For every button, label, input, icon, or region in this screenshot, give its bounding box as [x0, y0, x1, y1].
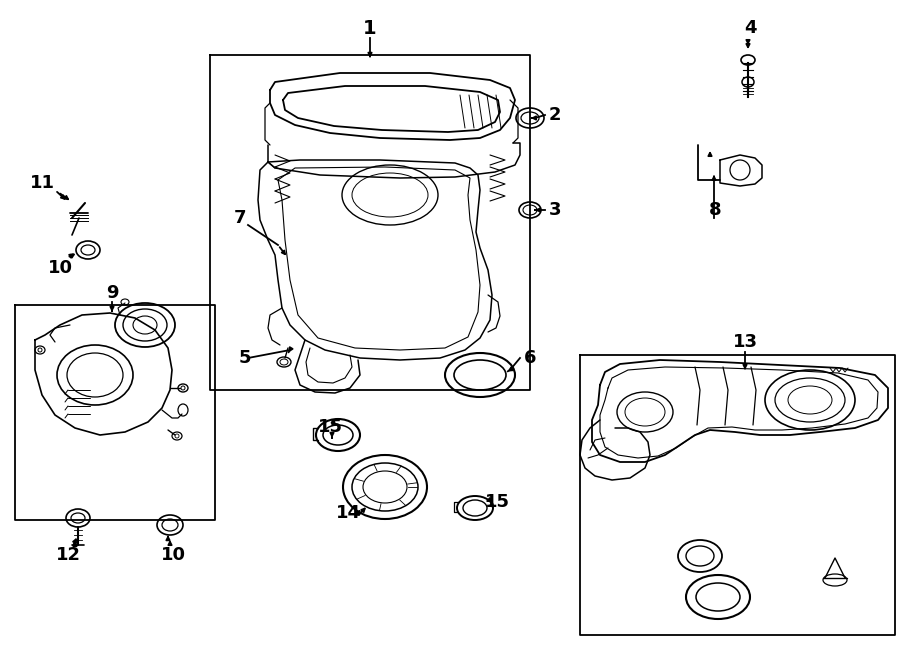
Ellipse shape [741, 55, 755, 65]
Text: 13: 13 [733, 333, 758, 351]
Ellipse shape [66, 509, 90, 527]
Text: 12: 12 [56, 546, 80, 564]
Text: 8: 8 [708, 201, 721, 219]
Text: 3: 3 [549, 201, 562, 219]
Text: 15: 15 [484, 493, 509, 511]
Text: 15: 15 [318, 418, 343, 436]
Text: 14: 14 [336, 504, 361, 522]
Text: 10: 10 [48, 259, 73, 277]
Text: 5: 5 [238, 349, 251, 367]
Text: 9: 9 [106, 284, 118, 302]
Text: 7: 7 [234, 209, 247, 227]
Text: 6: 6 [524, 349, 536, 367]
Text: 1: 1 [364, 19, 377, 38]
Text: 10: 10 [160, 546, 185, 564]
Ellipse shape [742, 77, 754, 87]
Text: 2: 2 [549, 106, 562, 124]
Text: 4: 4 [743, 19, 756, 37]
Text: 11: 11 [30, 174, 55, 192]
